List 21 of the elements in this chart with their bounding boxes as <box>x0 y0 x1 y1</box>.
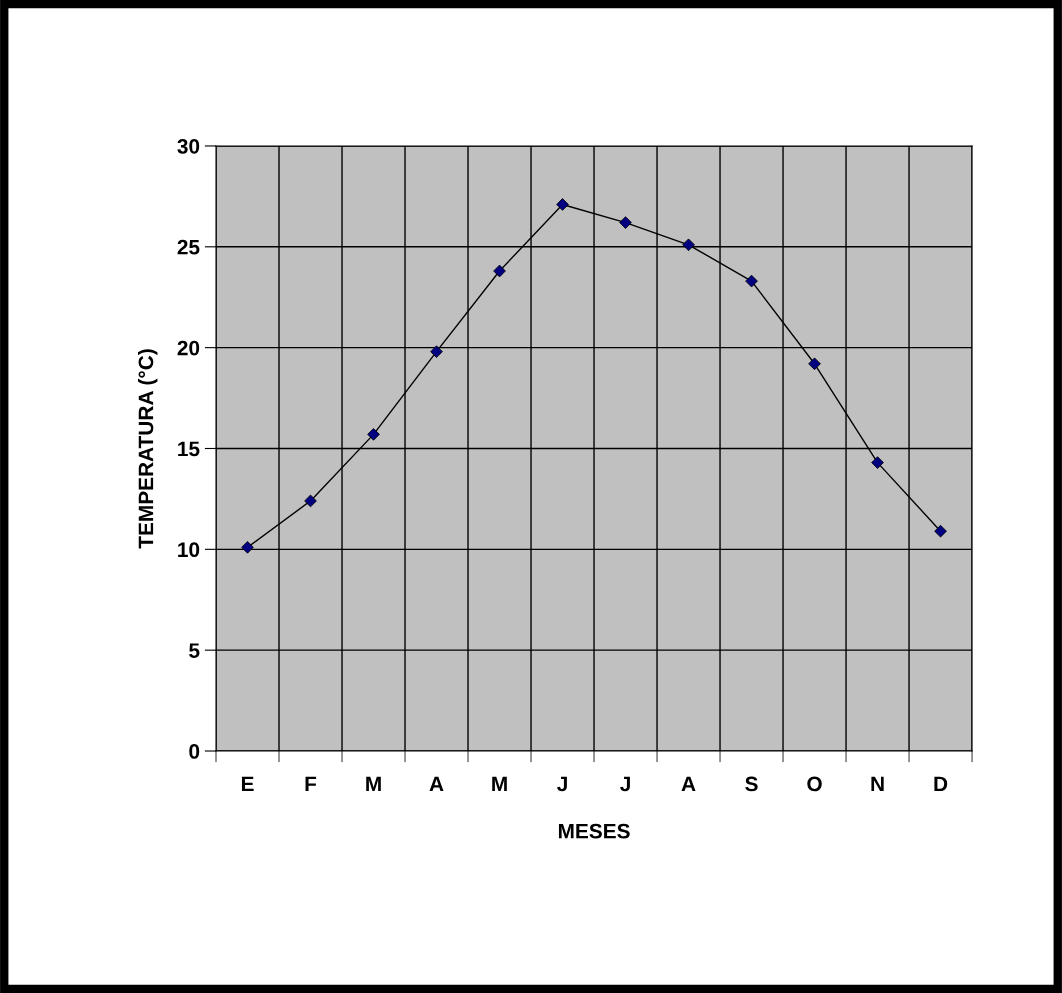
y-tick-label: 10 <box>178 542 200 558</box>
y-tick-label: 30 <box>177 138 200 154</box>
y-tick-label: 25 <box>177 239 200 255</box>
x-tick-label: E <box>241 776 254 792</box>
x-tick-label: A <box>429 776 444 792</box>
x-tick-label: M <box>492 776 507 792</box>
x-tick-label: D <box>934 776 948 792</box>
x-tick-label: J <box>620 776 630 792</box>
x-tick-label: O <box>807 776 822 792</box>
y-tick-label: 5 <box>189 643 200 658</box>
x-tick-label: J <box>557 776 567 792</box>
x-tick-label: M <box>366 776 381 792</box>
y-axis-title: TEMPERATURA (°C) <box>138 349 158 549</box>
y-tick-label: 15 <box>178 441 200 457</box>
x-tick-label: A <box>681 776 696 792</box>
y-tick-label: 20 <box>177 340 200 356</box>
y-tick-label: 0 <box>189 744 200 759</box>
x-tick-label: S <box>745 776 758 792</box>
x-tick-label: F <box>305 776 317 792</box>
x-tick-label: N <box>871 776 884 792</box>
x-axis-title: MESES <box>558 823 630 839</box>
